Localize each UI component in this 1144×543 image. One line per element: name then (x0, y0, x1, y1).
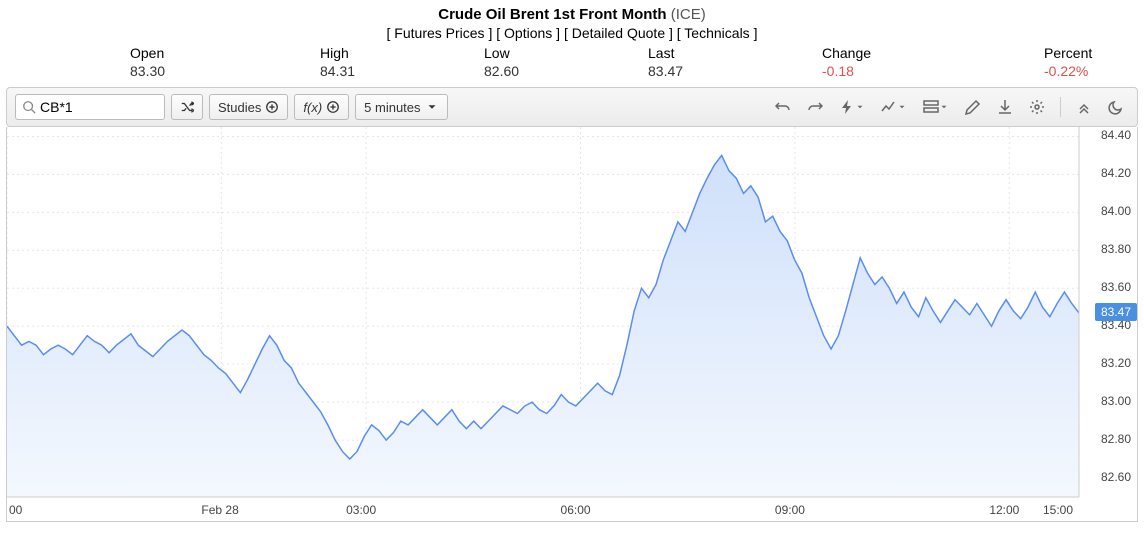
layout-button[interactable] (918, 94, 954, 120)
quote-value: -0.18 (822, 63, 871, 79)
x-axis-label: 12:00 (989, 503, 1019, 517)
download-icon (997, 99, 1013, 115)
last-price-flag: 83.47 (1095, 303, 1137, 321)
symbol-search-wrap[interactable] (15, 94, 165, 120)
x-axis-label: 09:00 (775, 503, 805, 517)
y-axis-label: 84.00 (1101, 204, 1131, 218)
quote-label: Change (822, 45, 871, 61)
toolbar: Studies f(x) 5 minutes (6, 87, 1138, 127)
quote-label: Open (130, 45, 165, 61)
bolt-button[interactable] (834, 94, 870, 120)
gear-icon (1029, 99, 1045, 115)
chart-line-icon (881, 99, 897, 115)
y-axis-label: 82.80 (1101, 432, 1131, 446)
theme-button[interactable] (1103, 94, 1129, 120)
pencil-icon (965, 99, 981, 115)
bolt-icon (839, 99, 855, 115)
quote-high: High 84.31 (320, 45, 355, 79)
fx-button[interactable]: f(x) (294, 94, 349, 120)
y-axis-label: 82.60 (1101, 470, 1131, 484)
draw-button[interactable] (960, 94, 986, 120)
studies-label: Studies (218, 100, 261, 115)
chevrons-up-icon (1076, 99, 1092, 115)
quote-label: High (320, 45, 355, 61)
x-axis-label: 00 (9, 503, 22, 517)
quote-label: Percent (1044, 45, 1092, 61)
collapse-button[interactable] (1071, 94, 1097, 120)
settings-button[interactable] (1024, 94, 1050, 120)
chart-type-button[interactable] (876, 94, 912, 120)
quote-change: Change -0.18 (822, 45, 871, 79)
chevron-down-icon (855, 102, 865, 112)
quote-value: -0.22% (1044, 63, 1092, 79)
plus-icon (326, 100, 340, 114)
quote-value: 84.31 (320, 63, 355, 79)
search-icon (22, 100, 36, 114)
undo-button[interactable] (770, 94, 796, 120)
plus-icon (265, 100, 279, 114)
quote-value: 82.60 (484, 63, 519, 79)
fx-label: f(x) (303, 100, 322, 115)
x-axis-label: 03:00 (346, 503, 376, 517)
studies-button[interactable]: Studies (209, 94, 288, 120)
tab-link[interactable]: [ Options ] (496, 25, 560, 41)
shuffle-icon (180, 100, 194, 114)
download-button[interactable] (992, 94, 1018, 120)
y-axis-label: 83.80 (1101, 242, 1131, 256)
quote-value: 83.47 (648, 63, 683, 79)
chevron-down-icon (425, 100, 439, 114)
interval-label: 5 minutes (364, 100, 420, 115)
quote-label: Low (484, 45, 519, 61)
layout-icon (923, 99, 939, 115)
quote-value: 83.30 (130, 63, 165, 79)
y-axis-label: 83.20 (1101, 356, 1131, 370)
moon-icon (1108, 99, 1124, 115)
shuffle-button[interactable] (171, 94, 203, 120)
x-axis-label: Feb 28 (201, 503, 238, 517)
x-axis-label: 15:00 (1043, 503, 1073, 517)
tab-link[interactable]: [ Technicals ] (677, 25, 758, 41)
tab-row: [ Futures Prices ] [ Options ] [ Detaile… (0, 25, 1144, 41)
chevron-down-icon (897, 102, 907, 112)
price-chart[interactable]: 82.6082.8083.0083.2083.4083.6083.8084.00… (6, 127, 1138, 522)
tab-link[interactable]: [ Detailed Quote ] (564, 25, 673, 41)
quote-last: Last 83.47 (648, 45, 683, 79)
y-axis-label: 84.20 (1101, 166, 1131, 180)
quotes-row: Open 83.30 High 84.31 Low 82.60 Last 83.47 Chang… (0, 45, 1144, 85)
y-axis-label: 83.00 (1101, 394, 1131, 408)
quote-label: Last (648, 45, 683, 61)
quote-percent: Percent -0.22% (1044, 45, 1092, 79)
y-axis-label: 84.40 (1101, 128, 1131, 142)
redo-button[interactable] (802, 94, 828, 120)
redo-icon (807, 99, 823, 115)
y-axis-label: 83.60 (1101, 280, 1131, 294)
page-title: Crude Oil Brent 1st Front Month (ICE) (0, 6, 1144, 23)
interval-dropdown[interactable]: 5 minutes (355, 94, 447, 120)
x-axis-label: 06:00 (561, 503, 591, 517)
symbol-input[interactable] (40, 99, 150, 115)
quote-low: Low 82.60 (484, 45, 519, 79)
separator (1060, 97, 1061, 117)
chevron-down-icon (939, 102, 949, 112)
undo-icon (775, 99, 791, 115)
quote-open: Open 83.30 (130, 45, 165, 79)
tab-link[interactable]: [ Futures Prices ] (387, 25, 493, 41)
